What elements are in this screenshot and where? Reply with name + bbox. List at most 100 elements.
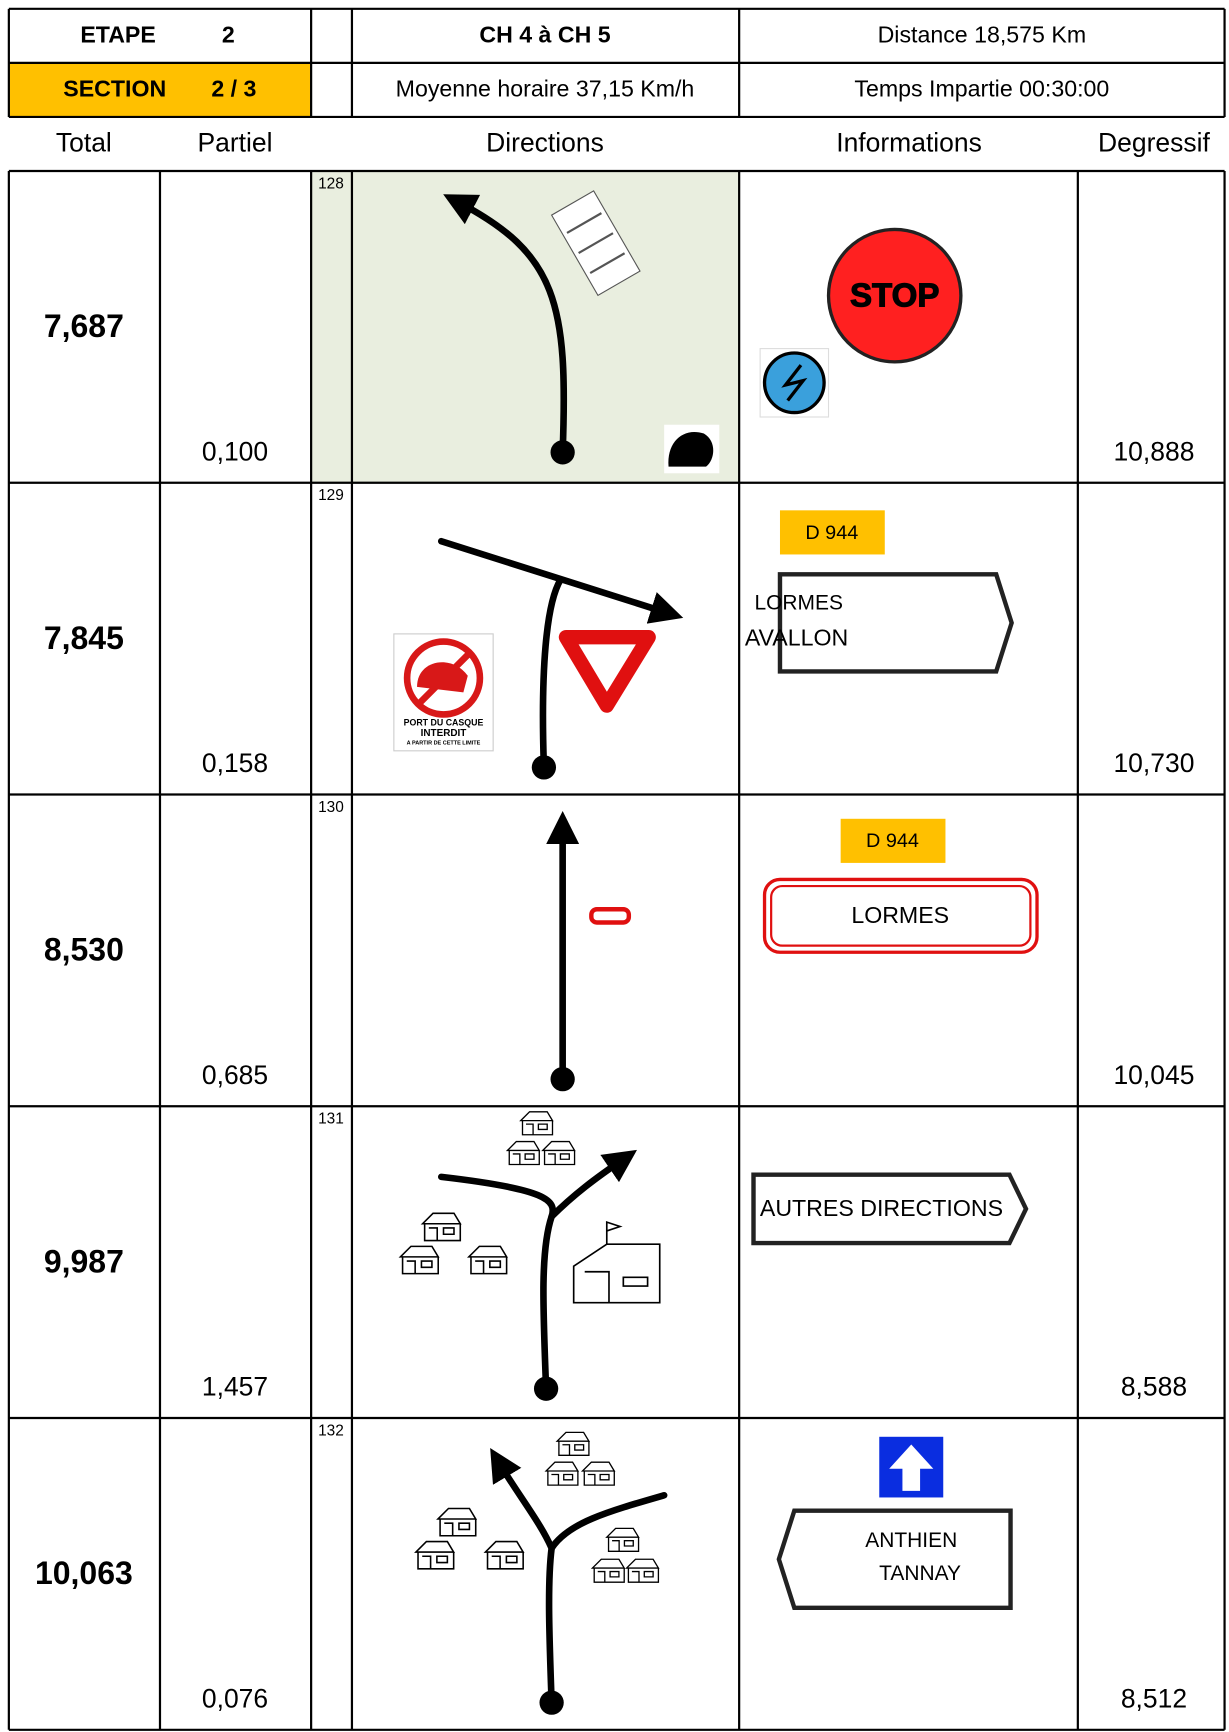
total: 9,987: [44, 1243, 124, 1279]
house: [625, 1558, 660, 1583]
house: [466, 1245, 508, 1275]
house: [580, 1461, 616, 1486]
direction-sign: [751, 1172, 1029, 1246]
start-dot: [531, 755, 557, 780]
up-arrow: [889, 1444, 934, 1491]
school: [572, 1220, 661, 1304]
grid-bar: [589, 252, 626, 275]
road-number: [840, 818, 946, 863]
town-sign: [762, 877, 1039, 954]
house-icon: [483, 1540, 525, 1570]
time-allowed: Temps Impartie 00:30:00: [854, 76, 1109, 102]
total: 10,063: [35, 1555, 133, 1591]
partial: 0,100: [202, 436, 268, 466]
grid-icon: [550, 190, 641, 297]
case-number: 130: [318, 799, 344, 816]
direction-text: LORMES: [754, 592, 843, 615]
route: [437, 537, 684, 624]
stop-text: STOP: [850, 278, 939, 315]
case-number: 131: [318, 1111, 344, 1128]
house-icon: [505, 1140, 541, 1166]
house: [519, 1111, 554, 1136]
direction-text: ANTHIEN: [865, 1529, 957, 1552]
etape-label: ETAPE: [80, 22, 155, 48]
house: [541, 1140, 576, 1166]
yield-sign: [558, 630, 656, 713]
average-speed: Moyenne horaire 37,15 Km/h: [396, 76, 695, 102]
case-number: 129: [318, 487, 344, 504]
house-icon: [420, 1212, 462, 1242]
house-icon: [398, 1245, 440, 1275]
route: [548, 1491, 668, 1552]
house: [436, 1507, 478, 1537]
house: [590, 1558, 626, 1583]
stop-sign: [826, 227, 963, 364]
start-dot: [550, 1067, 575, 1092]
house-icon: [605, 1527, 640, 1552]
helmet-text: INTERDIT: [421, 728, 467, 739]
section-band: [8, 62, 312, 117]
grid-bar: [566, 212, 602, 234]
house: [398, 1245, 440, 1275]
degressive: 10,045: [1113, 1060, 1194, 1090]
route: [548, 1149, 638, 1220]
house: [420, 1212, 462, 1242]
road-text: D 944: [805, 522, 858, 544]
partial: 0,076: [202, 1683, 268, 1713]
etape: 2: [222, 22, 235, 48]
house: [483, 1540, 525, 1570]
column-header: Informations: [836, 128, 982, 158]
bolt: [781, 364, 808, 402]
helmet-text: PORT DU CASQUE: [404, 718, 484, 728]
degressive: 8,512: [1121, 1683, 1187, 1713]
road-number: [779, 510, 885, 555]
house-icon: [541, 1140, 576, 1166]
segment: CH 4 à CH 5: [479, 22, 610, 48]
total: 7,687: [44, 308, 124, 344]
start-dot: [539, 1690, 564, 1715]
house: [505, 1140, 541, 1166]
direction-text: AUTRES DIRECTIONS: [760, 1195, 1003, 1221]
house: [414, 1540, 456, 1570]
column-header: Degressif: [1098, 128, 1210, 158]
house-icon: [466, 1245, 508, 1275]
route: [490, 1447, 556, 1706]
total: 8,530: [44, 932, 124, 968]
road-text: D 944: [866, 830, 919, 852]
start-dot: [533, 1376, 559, 1401]
house: [555, 1431, 591, 1456]
house-icon: [414, 1540, 456, 1570]
no-entry: [589, 907, 632, 925]
town-sign-inner: [770, 884, 1032, 947]
degressive: 10,730: [1113, 748, 1194, 778]
partial: 0,685: [202, 1060, 268, 1090]
house-icon: [519, 1111, 554, 1136]
house-icon: [555, 1431, 591, 1456]
column-header: Total: [56, 128, 112, 158]
route: [443, 194, 568, 456]
direction-text: TANNAY: [879, 1562, 961, 1585]
distance: Distance 18,575 Km: [878, 22, 1087, 48]
direction-sign: [776, 1508, 1013, 1610]
degressive: 8,588: [1121, 1372, 1187, 1402]
house-icon: [590, 1558, 626, 1583]
helmet-text: A PARTIR DE CETTE LIMITE: [407, 741, 481, 747]
route: [437, 1173, 556, 1392]
house-icon: [436, 1507, 478, 1537]
total: 7,845: [44, 620, 124, 656]
start-dot: [550, 440, 575, 465]
column-header: Partiel: [197, 128, 272, 158]
column-header: Directions: [486, 128, 604, 158]
house: [605, 1527, 640, 1552]
case-number: 128: [318, 175, 344, 192]
grid-bar: [578, 232, 614, 254]
case-number: 132: [318, 1422, 344, 1439]
section: 2 / 3: [211, 76, 256, 102]
partial: 1,457: [202, 1372, 268, 1402]
house-icon: [580, 1461, 616, 1486]
direction-sign: [777, 572, 1014, 674]
house: [544, 1461, 580, 1486]
prohibition-bar: [416, 651, 472, 706]
degressive: 10,888: [1113, 436, 1194, 466]
